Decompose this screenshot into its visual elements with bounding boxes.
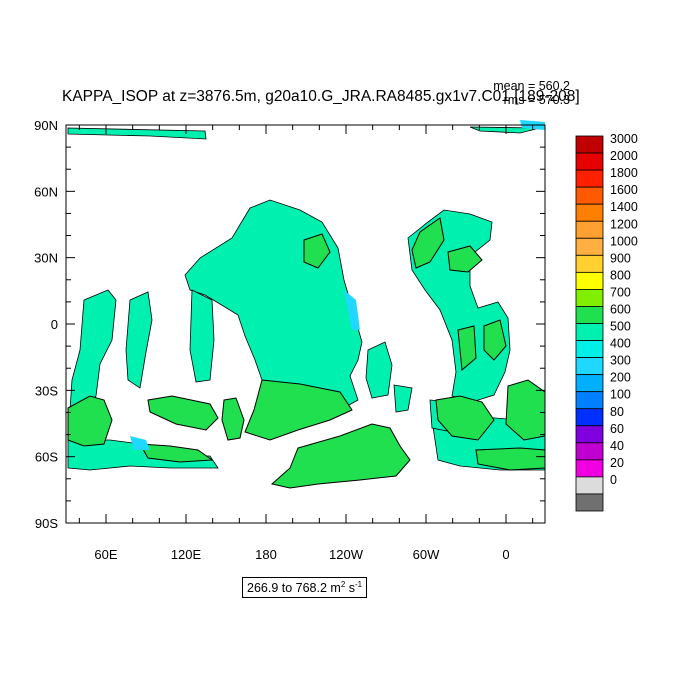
y-tick-label: 30N: [34, 251, 58, 266]
x-tick-label: 180: [255, 547, 277, 562]
atlantic-basin: [407, 209, 511, 403]
blue-edge-1: [344, 290, 360, 330]
colorbar-swatch: [575, 254, 604, 273]
y-tick-label: 90S: [35, 516, 58, 531]
range-exp2: -1: [355, 580, 363, 589]
west-pacific-green: [447, 245, 483, 273]
indian-mid: [189, 289, 215, 383]
page-title: KAPPA_ISOP at z=3876.5m, g20a10.G_JRA.RA…: [62, 88, 580, 105]
colorbar-swatch: [575, 135, 604, 154]
south-atlantic-green: [435, 395, 495, 441]
south-pacific-green: [147, 395, 219, 431]
se-pacific-patch: [393, 384, 413, 413]
colorbar-label: 1400: [610, 200, 638, 214]
y-tick-label: 90N: [34, 118, 58, 133]
x-labels: 60E 120E 180 120W 60W 0: [94, 547, 509, 562]
colorbar-label: 60: [610, 422, 624, 436]
sw-indian-green: [67, 395, 113, 447]
colorbar-label: 500: [610, 320, 631, 334]
y-labels: 90N 60N 30N 0 30S 60S 90S: [34, 118, 58, 531]
colorbar-label: 40: [610, 439, 624, 453]
colorbar-label: 1600: [610, 183, 638, 197]
y-ticks: [66, 124, 545, 524]
south-central-green: [244, 379, 353, 441]
colorbar-swatch: [575, 357, 604, 376]
rms-stat: rms = 570.3: [503, 93, 570, 107]
colorbar-swatch: [575, 391, 604, 410]
colorbar-swatch: [575, 459, 604, 478]
blue-edge-2: [130, 436, 150, 450]
southern-band-west: [67, 439, 219, 471]
colorbar-swatch: [575, 186, 604, 205]
colorbar-label: 0: [610, 473, 617, 487]
x-tick-label: 120E: [171, 547, 202, 562]
colorbar-swatch: [575, 203, 604, 222]
colorbar-label: 100: [610, 388, 631, 402]
range-label: 266.9 to 768.2 m2 s-1: [242, 577, 368, 599]
colorbar-label: 200: [610, 371, 631, 385]
colorbar-label: 2000: [610, 149, 638, 163]
colorbar-label: 80: [610, 405, 624, 419]
n-pacific-green: [303, 233, 331, 269]
colorbar-label: 1800: [610, 166, 638, 180]
x-tick-label: 60W: [413, 547, 440, 562]
map-area: [67, 120, 546, 489]
x-ticks: [78, 125, 534, 523]
mean-stat: mean = 560.2: [493, 79, 570, 93]
x-tick-label: 0: [502, 547, 509, 562]
colorbar-label: 600: [610, 303, 631, 317]
colorbar-label: 400: [610, 337, 631, 351]
colorbar-label: 700: [610, 285, 631, 299]
colorbar-label: 1200: [610, 217, 638, 231]
x-tick-label: 60E: [94, 547, 117, 562]
arctic-strip: [67, 127, 207, 140]
field-green: [67, 217, 546, 489]
x-tick-label: 120W: [329, 547, 364, 562]
indian-west: [69, 289, 117, 413]
y-tick-label: 0: [51, 317, 58, 332]
colorbar-swatch: [575, 220, 604, 239]
colorbar-swatch: [575, 289, 604, 307]
colorbar-swatch: [575, 237, 604, 256]
colorbar-swatch: [575, 323, 604, 341]
arctic-strip-east: [469, 126, 541, 134]
range-mid: s: [345, 581, 356, 596]
colorbar-swatch: [575, 152, 604, 171]
colorbar-swatch: [575, 425, 604, 444]
colorbar-swatch: [575, 271, 604, 290]
colorbar-label: 800: [610, 268, 631, 282]
y-tick-label: 30S: [35, 383, 58, 398]
colorbar-swatch: [575, 442, 604, 461]
colorbar-label: 20: [610, 456, 624, 470]
colorbar-swatch: [575, 493, 604, 512]
range-prefix: 266.9 to 768.2 m: [247, 581, 341, 596]
colorbar-swatch: [575, 306, 604, 324]
colorbar-swatch: [575, 476, 604, 495]
mid-pacific-east: [365, 341, 393, 399]
circumpolar-green: [270, 423, 411, 489]
tasman-green: [221, 397, 245, 441]
eq-east-green: [483, 319, 507, 361]
colorbar-swatch: [575, 169, 604, 188]
colorbar-label: 300: [610, 354, 631, 368]
colorbar-label: 1000: [610, 234, 638, 248]
indian-east: [125, 291, 153, 389]
y-tick-label: 60N: [34, 184, 58, 199]
colorbar-swatch: [575, 408, 604, 427]
colorbar-label: 3000: [610, 132, 638, 146]
colorbar-label: 900: [610, 251, 631, 265]
sw-green-band: [139, 443, 214, 463]
n-atlantic-green: [411, 217, 445, 269]
eq-atlantic-green: [457, 325, 477, 372]
colorbar: 3000200018001600140012001000900800700600…: [575, 132, 638, 512]
colorbar-swatch: [575, 374, 604, 393]
y-tick-label: 60S: [35, 450, 58, 465]
colorbar-swatch: [575, 340, 604, 358]
range-exp1: 2: [340, 580, 346, 589]
